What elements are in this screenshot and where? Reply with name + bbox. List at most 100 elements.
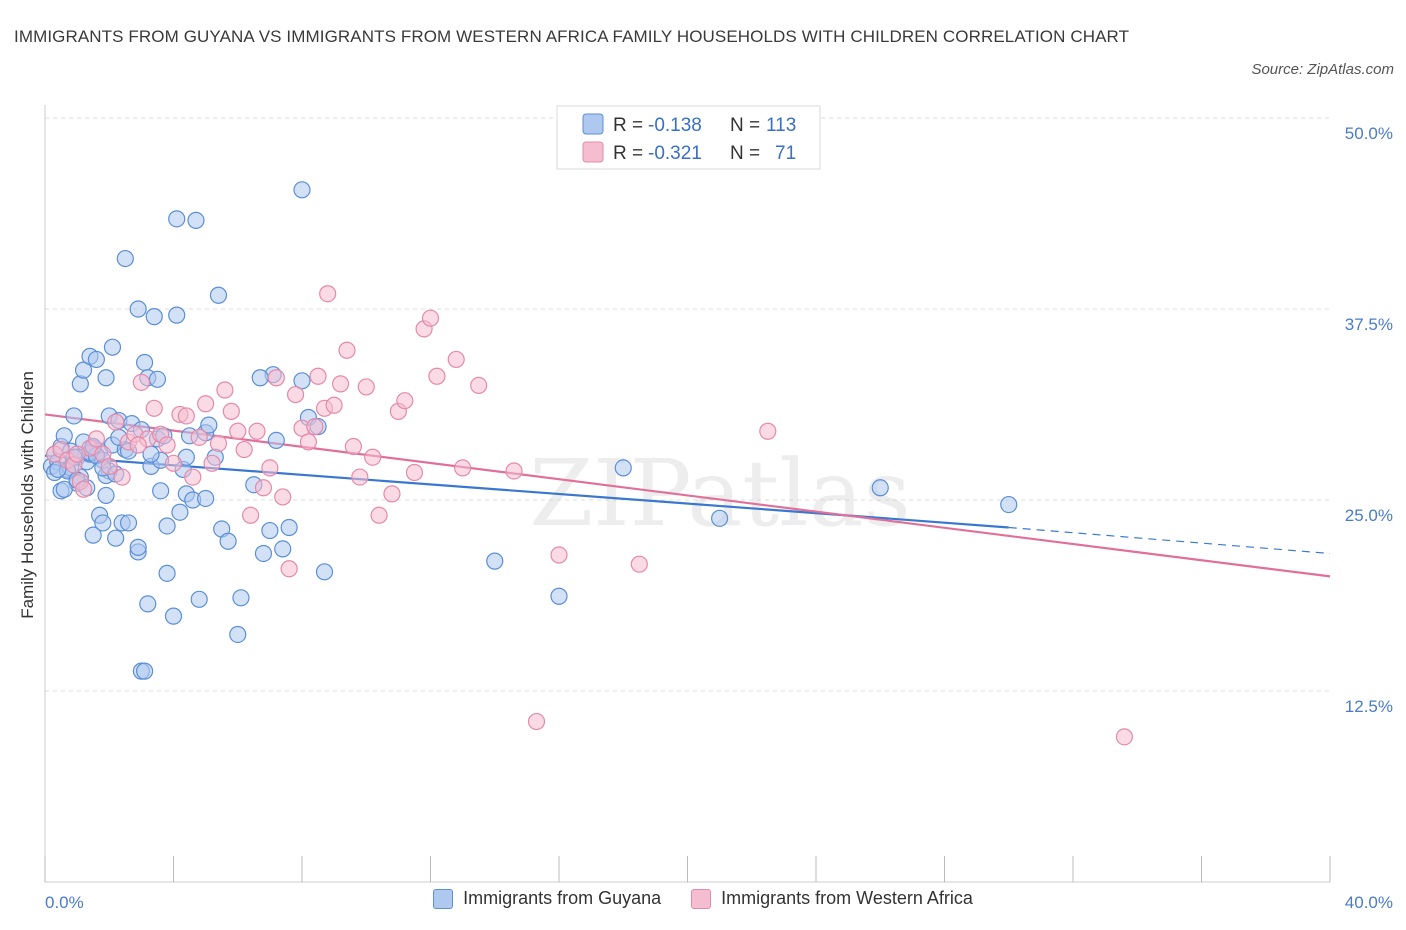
point-wafrica-67 <box>759 422 777 440</box>
point-guyana-69 <box>190 590 208 608</box>
x-tick-label-0: 0.0% <box>45 893 84 912</box>
legend-label-wafrica: Immigrants from Western Africa <box>721 888 973 908</box>
point-guyana-109 <box>711 509 729 527</box>
source-label: Source: ZipAtlas.com <box>1251 61 1394 78</box>
point-wafrica-56 <box>405 463 424 482</box>
point-wafrica-48 <box>344 437 362 456</box>
legend-r-label-wafrica: R = <box>613 143 643 164</box>
tick-labels: 12.5% 25.0% 37.5% 50.0% 0.0% 40.0% <box>45 124 1393 912</box>
point-guyana-55 <box>119 514 138 532</box>
point-wafrica-63 <box>505 462 523 480</box>
point-wafrica-33 <box>254 479 273 497</box>
y-tick-label-2: 37.5% <box>1345 315 1393 334</box>
point-wafrica-50 <box>357 378 375 396</box>
y-tick-label-0: 12.5% <box>1345 697 1393 716</box>
point-guyana-63 <box>158 517 176 535</box>
point-wafrica-31 <box>242 506 260 524</box>
point-guyana-41 <box>145 308 163 326</box>
point-wafrica-68 <box>1115 728 1134 746</box>
y-axis-label: Family Households with Children <box>18 371 37 619</box>
point-wafrica-21 <box>177 407 195 425</box>
point-guyana-85 <box>315 563 334 581</box>
legend-swatch-wafrica <box>582 141 604 163</box>
point-guyana-17 <box>97 486 115 505</box>
point-guyana-74 <box>219 532 237 550</box>
point-guyana-43 <box>187 211 205 229</box>
point-guyana-60 <box>139 595 157 613</box>
point-wafrica-38 <box>286 385 305 404</box>
point-guyana-48 <box>148 370 167 388</box>
axes <box>44 105 1331 883</box>
point-guyana-64 <box>164 607 183 625</box>
point-guyana-34 <box>129 300 147 318</box>
point-wafrica-40 <box>299 433 318 451</box>
point-guyana-50 <box>84 526 102 544</box>
point-wafrica-16 <box>145 399 163 417</box>
bottom-legend: Immigrants from Guyana Immigrants from W… <box>0 888 1406 909</box>
point-wafrica-55 <box>396 392 414 410</box>
point-guyana-7 <box>65 407 83 425</box>
point-guyana-82 <box>293 372 311 390</box>
point-wafrica-14 <box>132 373 150 391</box>
point-wafrica-30 <box>235 440 253 459</box>
point-wafrica-26 <box>209 434 228 453</box>
point-wafrica-47 <box>338 341 356 359</box>
legend-swatch-wafrica-bottom <box>691 888 712 909</box>
legend-label-guyana: Immigrants from Guyana <box>463 888 662 908</box>
point-guyana-29 <box>103 338 122 356</box>
point-wafrica-42 <box>309 367 327 385</box>
point-guyana-108 <box>614 459 632 477</box>
point-guyana-106 <box>486 552 504 570</box>
point-guyana-107 <box>550 587 568 605</box>
point-wafrica-62 <box>470 376 488 394</box>
point-wafrica-66 <box>630 555 648 573</box>
point-wafrica-49 <box>351 468 369 486</box>
point-wafrica-19 <box>164 454 183 472</box>
point-wafrica-69 <box>68 445 86 463</box>
legend-item-wafrica[interactable]: Immigrants from Western Africa <box>691 888 973 909</box>
point-wafrica-23 <box>190 428 208 446</box>
point-wafrica-41 <box>306 418 324 436</box>
point-wafrica-65 <box>550 546 568 564</box>
point-wafrica-9 <box>100 457 118 475</box>
legend-r-value-guyana: -0.138 <box>648 115 702 136</box>
point-wafrica-52 <box>370 506 388 524</box>
point-wafrica-64 <box>527 712 546 731</box>
point-wafrica-22 <box>184 468 202 486</box>
legend-n-label-guyana: N = <box>730 115 760 136</box>
point-guyana-52 <box>94 514 112 532</box>
point-guyana-71 <box>200 416 218 434</box>
y-tick-label-1: 25.0% <box>1345 506 1393 525</box>
point-guyana-90 <box>55 480 73 498</box>
point-guyana-111 <box>1000 495 1018 514</box>
point-wafrica-32 <box>248 422 266 440</box>
point-wafrica-44 <box>319 285 337 303</box>
point-guyana-35 <box>135 353 154 372</box>
point-guyana-75 <box>229 625 247 644</box>
trend-line-wafrica <box>44 413 1331 578</box>
point-guyana-61 <box>152 482 170 500</box>
watermark: ZIPatlas <box>529 440 910 547</box>
trend-line-guyana-extension <box>1008 526 1331 555</box>
top-legend: R = -0.138 N = 113 R = -0.321 N = 71 <box>556 105 821 170</box>
point-guyana-59 <box>135 662 154 680</box>
point-guyana-65 <box>171 503 189 521</box>
point-guyana-27 <box>87 350 106 369</box>
legend-n-value-guyana: 113 <box>766 115 796 136</box>
point-guyana-57 <box>129 538 147 556</box>
point-wafrica-58 <box>421 309 440 327</box>
point-wafrica-10 <box>107 413 125 431</box>
legend-item-guyana[interactable]: Immigrants from Guyana <box>433 888 661 909</box>
point-wafrica-37 <box>280 560 298 578</box>
point-wafrica-46 <box>331 375 350 393</box>
point-wafrica-51 <box>364 448 382 466</box>
point-guyana-110 <box>871 479 889 497</box>
point-guyana-104 <box>251 369 269 387</box>
point-guyana-28 <box>97 369 115 387</box>
point-guyana-76 <box>232 589 250 607</box>
point-wafrica-53 <box>383 485 401 503</box>
y-tick-label-3: 50.0% <box>1345 124 1393 143</box>
point-guyana-105 <box>267 431 285 450</box>
point-wafrica-45 <box>325 396 343 414</box>
point-wafrica-61 <box>454 459 472 477</box>
